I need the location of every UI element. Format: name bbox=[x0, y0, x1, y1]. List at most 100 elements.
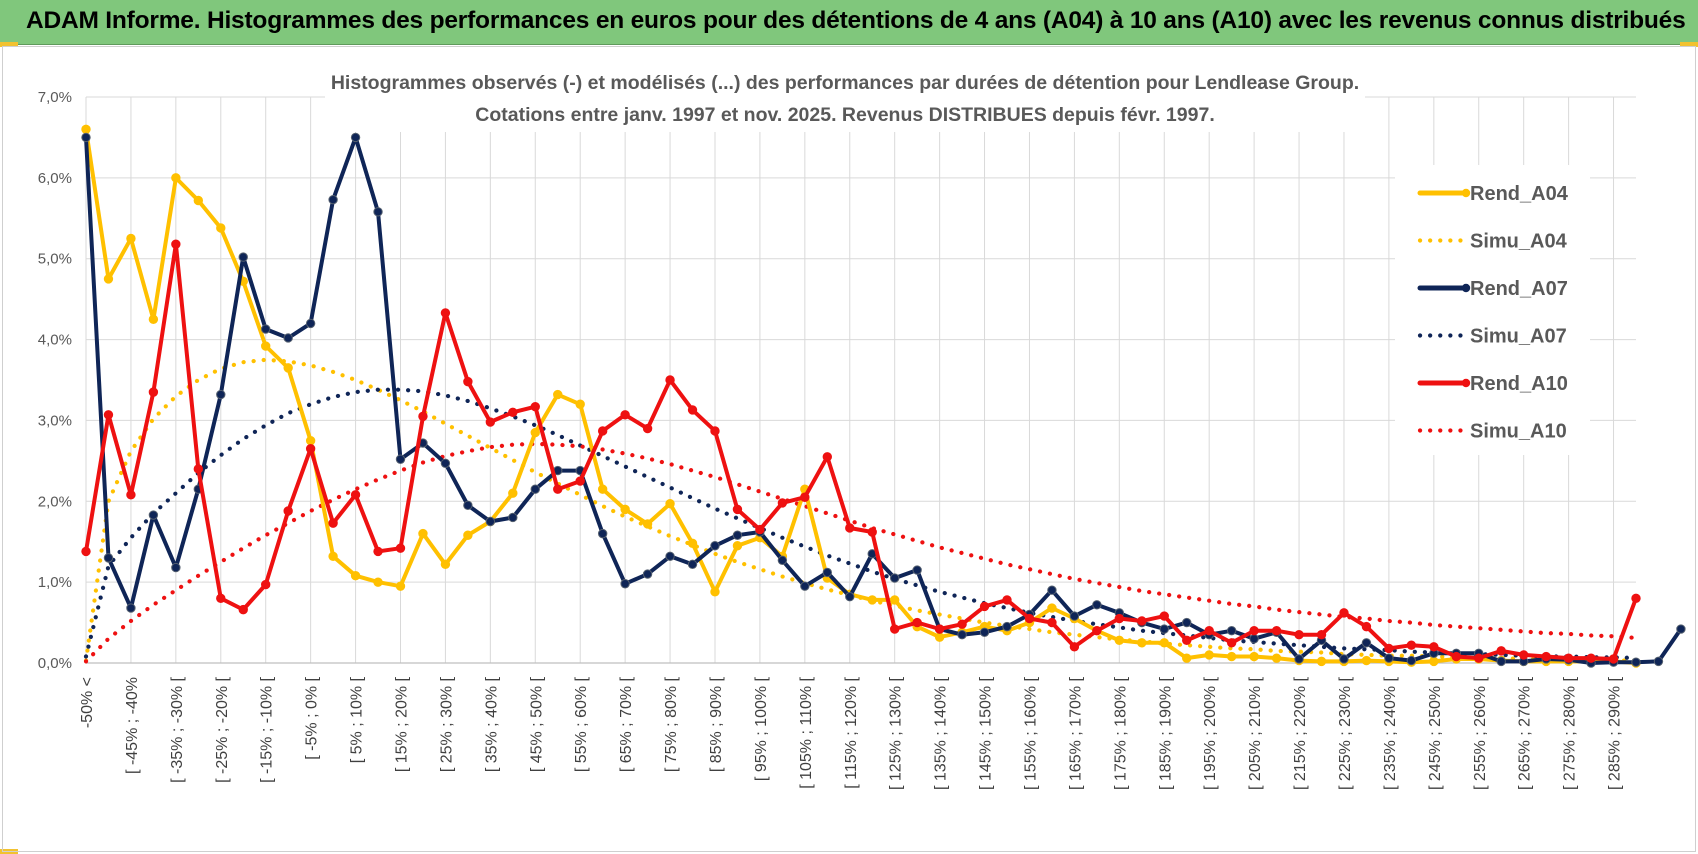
data-point-rend-a07 bbox=[845, 591, 855, 602]
data-point-rend-a07 bbox=[440, 458, 451, 468]
data-point-rend-a07 bbox=[373, 207, 383, 217]
legend-label-simu-a10: Simu_A10 bbox=[1470, 421, 1567, 443]
data-point-rend-a04 bbox=[1429, 656, 1439, 667]
data-point-rend-a07 bbox=[148, 510, 159, 520]
data-point-rend-a07 bbox=[1069, 611, 1080, 621]
data-point-rend-a04 bbox=[710, 587, 720, 597]
data-point-rend-a04 bbox=[665, 499, 675, 509]
data-point-rend-a10 bbox=[508, 407, 518, 418]
data-point-rend-a10 bbox=[957, 619, 967, 629]
legend-label-rend-a04: Rend_A04 bbox=[1470, 183, 1569, 205]
data-point-rend-a07 bbox=[889, 573, 900, 583]
x-tick-label: [ 135% ; 140% [ bbox=[933, 676, 950, 790]
data-point-rend-a04 bbox=[1159, 638, 1169, 648]
data-point-rend-a10 bbox=[238, 604, 248, 615]
data-series bbox=[81, 124, 1686, 668]
data-point-rend-a07 bbox=[800, 581, 810, 591]
data-point-rend-a10 bbox=[867, 527, 877, 537]
data-point-rend-a04 bbox=[889, 595, 900, 605]
data-point-rend-a10 bbox=[845, 523, 855, 533]
data-point-rend-a07 bbox=[103, 553, 114, 563]
data-point-rend-a10 bbox=[350, 490, 361, 500]
x-tick-label: -50% < bbox=[79, 677, 96, 728]
x-tick-label: [ 115% ; 120% [ bbox=[843, 676, 860, 788]
data-point-rend-a10 bbox=[1541, 651, 1551, 662]
data-point-rend-a04 bbox=[440, 559, 451, 570]
report-title: ADAM Informe. Histogrammes des performan… bbox=[26, 7, 1686, 34]
data-point-rend-a10 bbox=[103, 410, 114, 420]
data-point-rend-a04 bbox=[283, 363, 293, 373]
data-point-rend-a10 bbox=[1069, 642, 1080, 652]
chart-title: Histogrammes observés (-) et modélisés (… bbox=[325, 64, 1365, 132]
data-point-rend-a04 bbox=[126, 233, 136, 244]
data-point-rend-a07 bbox=[1002, 621, 1012, 632]
chart-title-background bbox=[325, 64, 1365, 132]
y-tick-label: 1,0% bbox=[38, 574, 72, 591]
chart-frame bbox=[2, 46, 1696, 852]
x-tick-label: [ 165% ; 170% [ bbox=[1067, 676, 1084, 790]
legend-label-rend-a07: Rend_A07 bbox=[1470, 278, 1568, 300]
data-point-rend-a07 bbox=[1496, 656, 1506, 667]
legend-marker-rend-a10 bbox=[1461, 378, 1471, 388]
data-point-rend-a07 bbox=[1092, 600, 1102, 610]
data-point-rend-a10 bbox=[665, 375, 675, 385]
data-point-rend-a07 bbox=[1406, 655, 1417, 666]
data-point-rend-a04 bbox=[216, 223, 226, 233]
series-line-simu-a10 bbox=[83, 441, 1639, 664]
data-point-rend-a10 bbox=[1563, 653, 1574, 663]
data-point-rend-a04 bbox=[328, 551, 338, 561]
data-point-rend-a10 bbox=[530, 401, 540, 412]
data-point-rend-a10 bbox=[1608, 654, 1619, 664]
data-point-rend-a10 bbox=[261, 579, 271, 590]
data-point-rend-a04 bbox=[934, 632, 945, 642]
x-tick-label: [ 175% ; 180% [ bbox=[1112, 676, 1129, 790]
data-point-rend-a10 bbox=[171, 239, 181, 249]
x-tick-label: [ 265% ; 270% [ bbox=[1517, 676, 1534, 790]
data-point-rend-a07 bbox=[1339, 654, 1349, 664]
legend-marker-rend-a07 bbox=[1461, 283, 1471, 293]
data-point-rend-a10 bbox=[1586, 653, 1596, 663]
data-point-rend-a07 bbox=[1182, 617, 1192, 628]
y-axis-ticks: 0,0% 1,0% 2,0% 3,0% 4,0% 5,0% 6,0% 7,0% bbox=[38, 89, 72, 672]
data-point-rend-a04 bbox=[395, 581, 406, 591]
data-point-rend-a04 bbox=[418, 528, 428, 539]
x-tick-label: [ -5% ; 0% [ bbox=[304, 676, 321, 759]
data-point-rend-a07 bbox=[620, 579, 630, 589]
data-point-rend-a10 bbox=[1114, 613, 1125, 624]
x-tick-label: [ 185% ; 190% [ bbox=[1157, 676, 1174, 790]
x-tick-label: [ 105% ; 110% [ bbox=[798, 676, 815, 788]
x-tick-label: [ 225% ; 230% [ bbox=[1337, 676, 1354, 790]
data-point-rend-a10 bbox=[979, 601, 990, 612]
data-point-rend-a04 bbox=[1271, 653, 1282, 663]
x-tick-label: [ -25% ; -20% [ bbox=[214, 676, 231, 782]
data-point-rend-a10 bbox=[553, 484, 563, 494]
y-tick-label: 5,0% bbox=[38, 251, 72, 268]
x-tick-label: [ 125% ; 130% [ bbox=[888, 676, 905, 790]
data-point-rend-a07 bbox=[710, 541, 720, 551]
data-point-rend-a10 bbox=[148, 387, 159, 397]
x-tick-label: [ 285% ; 290% [ bbox=[1607, 676, 1624, 790]
legend-background bbox=[1395, 165, 1590, 455]
x-tick-label: [ 65% ; 70% [ bbox=[618, 676, 635, 772]
data-point-rend-a04 bbox=[620, 504, 630, 515]
x-tick-label: [ 25% ; 30% [ bbox=[438, 676, 455, 772]
y-tick-label: 0,0% bbox=[38, 655, 72, 672]
x-tick-label: [ 85% ; 90% [ bbox=[708, 676, 725, 772]
data-point-rend-a04 bbox=[1361, 655, 1372, 666]
data-point-rend-a07 bbox=[777, 555, 788, 566]
data-point-rend-a10 bbox=[1406, 640, 1417, 650]
data-point-rend-a07 bbox=[305, 318, 316, 329]
series-line-rend-a04 bbox=[84, 127, 1638, 665]
x-tick-label: [ 55% ; 60% [ bbox=[573, 676, 590, 772]
data-point-rend-a07 bbox=[687, 559, 698, 570]
data-point-rend-a04 bbox=[1047, 603, 1057, 613]
data-point-rend-a07 bbox=[1159, 624, 1169, 634]
data-point-rend-a10 bbox=[1339, 608, 1349, 618]
data-point-rend-a07 bbox=[1047, 585, 1057, 595]
data-point-rend-a04 bbox=[373, 577, 383, 587]
data-point-rend-a07 bbox=[1653, 656, 1664, 667]
legend-label-rend-a10: Rend_A10 bbox=[1470, 373, 1568, 395]
legend-marker-rend-a04 bbox=[1461, 188, 1471, 198]
y-tick-label: 6,0% bbox=[38, 170, 72, 187]
data-point-rend-a10 bbox=[1384, 643, 1394, 654]
